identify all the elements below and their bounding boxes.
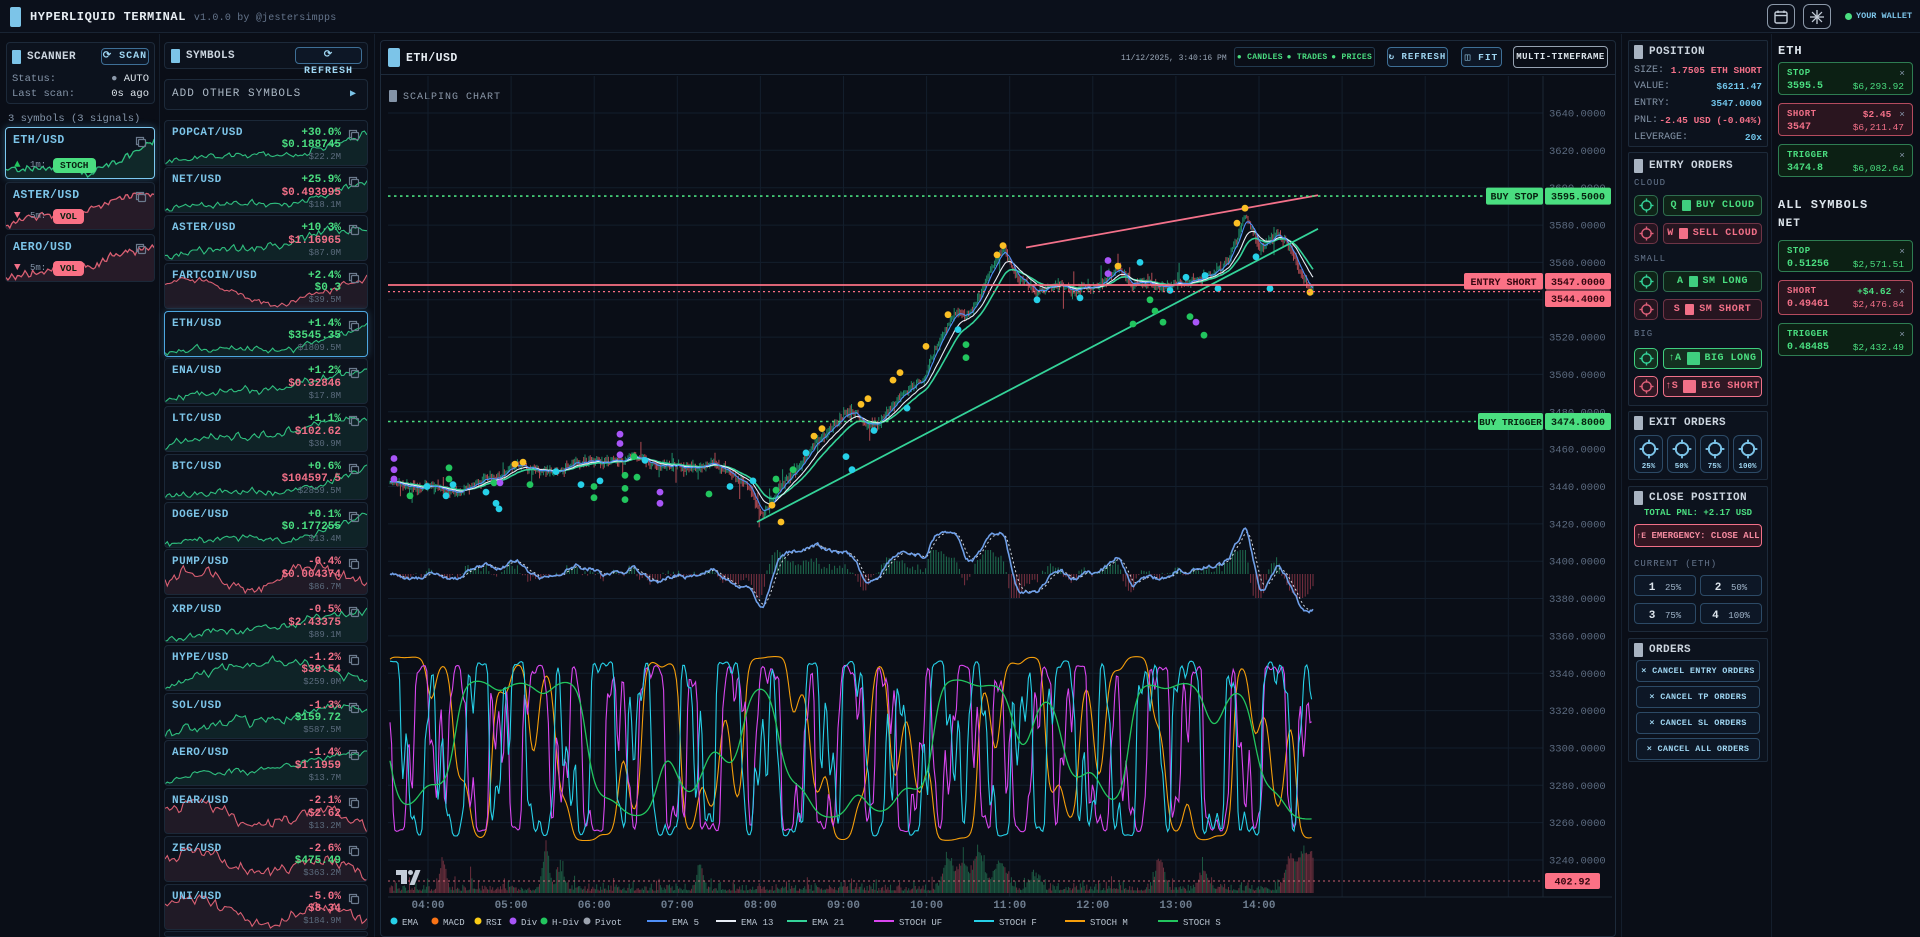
svg-text:08:00: 08:00 [744,900,777,912]
svg-text:3500.0000: 3500.0000 [1549,370,1606,382]
svg-text:09:00: 09:00 [827,900,860,912]
svg-text:3340.0000: 3340.0000 [1549,669,1606,681]
svg-text:STOCH M: STOCH M [1090,918,1128,928]
svg-text:EMA: EMA [402,918,419,928]
svg-text:3460.0000: 3460.0000 [1549,445,1606,457]
svg-text:3560.0000: 3560.0000 [1549,258,1606,270]
svg-text:STOCH F: STOCH F [999,918,1037,928]
svg-text:3547.0000: 3547.0000 [1551,278,1605,289]
svg-text:3580.0000: 3580.0000 [1549,221,1606,233]
svg-text:07:00: 07:00 [661,900,694,912]
svg-text:ENTRY SHORT: ENTRY SHORT [1470,278,1536,289]
svg-text:3440.0000: 3440.0000 [1549,482,1606,494]
svg-text:Pivot: Pivot [595,918,622,928]
svg-text:3360.0000: 3360.0000 [1549,631,1606,643]
svg-text:10:00: 10:00 [910,900,943,912]
svg-text:BUY TRIGGER: BUY TRIGGER [1479,417,1542,428]
svg-text:3544.4000: 3544.4000 [1551,295,1605,306]
svg-text:3595.5000: 3595.5000 [1551,193,1605,204]
svg-text:3280.0000: 3280.0000 [1549,781,1606,793]
svg-text:3260.0000: 3260.0000 [1549,818,1606,830]
svg-text:3420.0000: 3420.0000 [1549,519,1606,531]
svg-text:Div: Div [521,918,538,928]
svg-text:H-Div: H-Div [552,918,580,928]
svg-text:3320.0000: 3320.0000 [1549,706,1606,718]
svg-text:EMA 5: EMA 5 [672,918,699,928]
svg-text:3620.0000: 3620.0000 [1549,146,1606,158]
svg-text:3240.0000: 3240.0000 [1549,856,1606,868]
svg-text:05:00: 05:00 [495,900,528,912]
svg-text:3640.0000: 3640.0000 [1549,109,1606,121]
svg-text:3300.0000: 3300.0000 [1549,744,1606,756]
svg-text:3474.8000: 3474.8000 [1551,418,1605,429]
svg-text:EMA 21: EMA 21 [812,918,844,928]
svg-text:04:00: 04:00 [411,900,444,912]
svg-text:11:00: 11:00 [993,900,1026,912]
svg-text:402.92: 402.92 [1554,878,1590,889]
svg-text:13:00: 13:00 [1159,900,1192,912]
svg-text:RSI: RSI [486,918,502,928]
svg-text:12:00: 12:00 [1076,900,1109,912]
svg-text:3400.0000: 3400.0000 [1549,557,1606,569]
svg-text:STOCH S: STOCH S [1183,918,1221,928]
svg-text:EMA 13: EMA 13 [741,918,773,928]
svg-text:06:00: 06:00 [578,900,611,912]
svg-text:3380.0000: 3380.0000 [1549,594,1606,606]
svg-text:MACD: MACD [443,918,465,928]
svg-text:14:00: 14:00 [1242,900,1275,912]
svg-text:3520.0000: 3520.0000 [1549,333,1606,345]
svg-text:STOCH UF: STOCH UF [899,918,942,928]
svg-text:BUY STOP: BUY STOP [1490,193,1538,204]
